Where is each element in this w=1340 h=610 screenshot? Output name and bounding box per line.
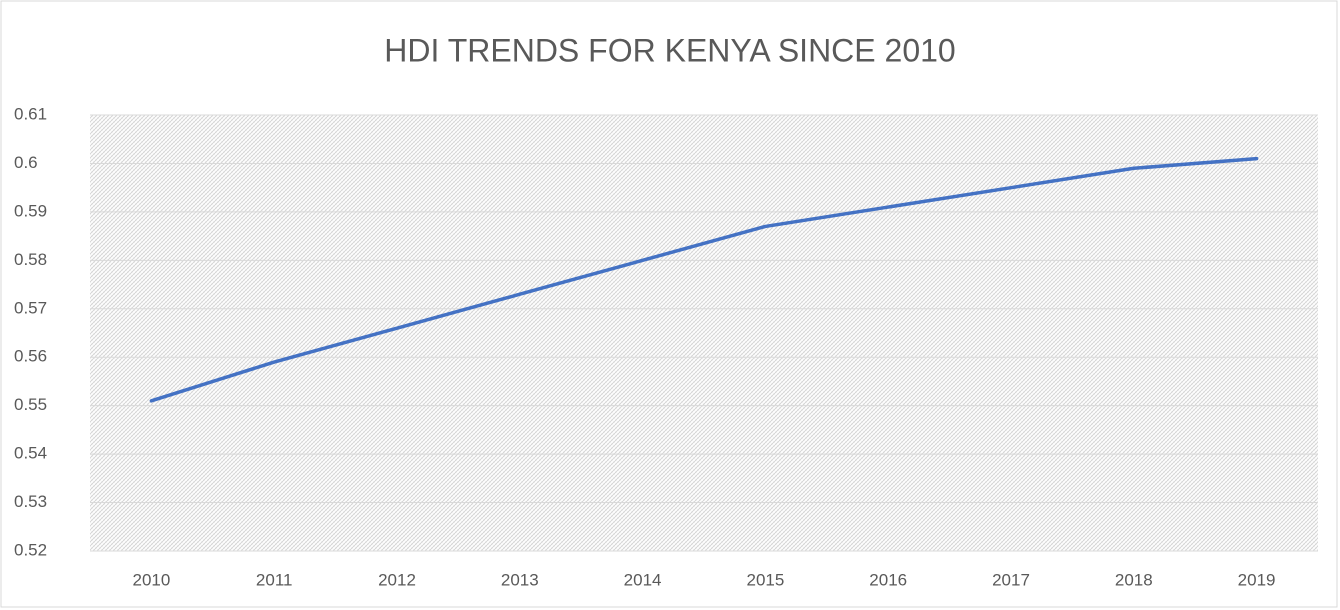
plot-area [90, 115, 1318, 551]
x-tick-label: 2018 [1115, 570, 1153, 589]
x-tick-label: 2010 [132, 570, 170, 589]
y-tick-label: 0.53 [14, 492, 47, 511]
x-tick-label: 2016 [869, 570, 907, 589]
x-tick-label: 2015 [746, 570, 784, 589]
y-tick-label: 0.61 [14, 104, 47, 123]
y-tick-label: 0.59 [14, 201, 47, 220]
y-tick-label: 0.52 [14, 540, 47, 559]
line [149, 156, 1259, 403]
y-tick-label: 0.56 [14, 347, 47, 366]
x-tick-label: 2011 [256, 570, 293, 589]
x-tick-label: 2014 [624, 570, 662, 589]
x-tick-label: 2012 [378, 570, 416, 589]
y-tick-label: 0.6 [14, 153, 38, 172]
y-tick-label: 0.55 [14, 395, 47, 414]
chart-title: HDI TRENDS FOR KENYA SINCE 2010 [384, 32, 955, 68]
y-tick-label: 0.54 [14, 444, 47, 463]
y-tick-label: 0.57 [14, 298, 47, 317]
y-tick-label: 0.58 [14, 250, 47, 269]
x-tick-label: 2019 [1238, 570, 1276, 589]
x-tick-label: 2017 [992, 570, 1030, 589]
x-tick-label: 2013 [501, 570, 539, 589]
